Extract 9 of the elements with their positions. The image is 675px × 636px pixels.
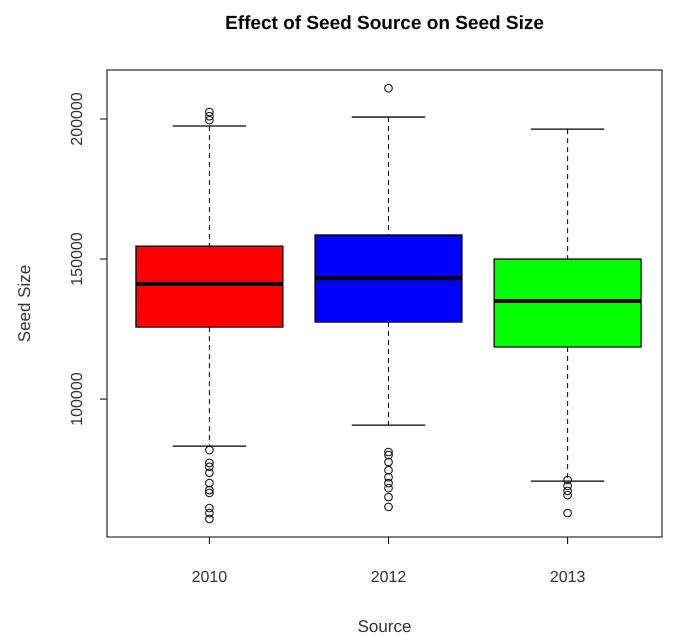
y-axis-title: Seed Size — [15, 264, 34, 342]
x-axis-title: Source — [358, 617, 412, 636]
x-tick-label: 2012 — [370, 569, 406, 586]
y-tick-label: 100000 — [69, 372, 86, 426]
y-tick-label: 150000 — [69, 232, 86, 286]
y-tick-label: 200000 — [69, 92, 86, 146]
chart-title: Effect of Seed Source on Seed Size — [225, 13, 544, 34]
x-tick-label: 2013 — [550, 569, 586, 586]
x-tick-label: 2010 — [192, 569, 228, 586]
